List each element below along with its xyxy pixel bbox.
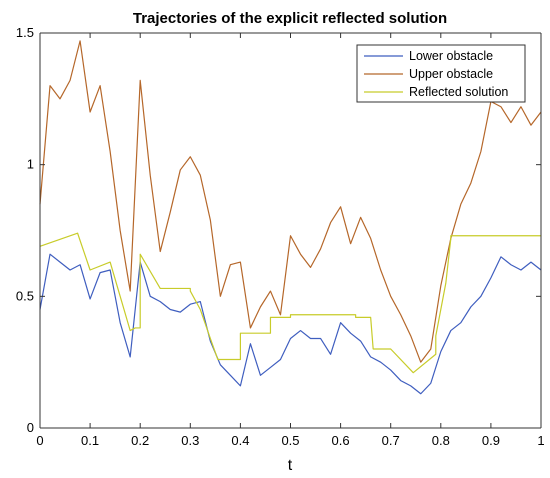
x-tick-label: 0.2 — [131, 433, 149, 448]
series-layer — [39, 40, 542, 395]
tick-layer: 0 0.1 0.2 0.3 0.4 0.5 0.6 0.7 0.8 0.9 1 0 0.5 1 1.5 — [16, 25, 545, 448]
legend-label-upper: Upper obstacle — [409, 67, 493, 81]
x-axis-label: t — [288, 457, 293, 474]
x-tick-label: 0.8 — [432, 433, 450, 448]
series-line-upper-obstacle — [39, 40, 542, 363]
y-tick-label: 1 — [27, 157, 34, 172]
x-tick-label: 0.6 — [332, 433, 350, 448]
legend-label-lower: Lower obstacle — [409, 49, 493, 63]
chart-title: Trajectories of the explicit reflected s… — [133, 10, 447, 27]
x-tick-label: 0.5 — [281, 433, 299, 448]
legend-label-reflected: Reflected solution — [409, 85, 508, 99]
x-tick-label: 0.4 — [231, 433, 249, 448]
y-tick-label: 0 — [27, 420, 34, 435]
x-tick-label: 0.1 — [81, 433, 99, 448]
x-tick-label: 0 — [36, 433, 43, 448]
series-line-lower-obstacle — [39, 253, 542, 395]
legend: Lower obstacle Upper obstacle Reflected … — [356, 44, 526, 103]
series-line-reflected-solution — [39, 232, 541, 374]
x-tick-label: 0.9 — [482, 433, 500, 448]
y-tick-label: 1.5 — [16, 25, 34, 40]
x-tick-label: 1 — [537, 433, 544, 448]
x-tick-label: 0.7 — [382, 433, 400, 448]
y-tick-label: 0.5 — [16, 288, 34, 303]
x-tick-label: 0.3 — [181, 433, 199, 448]
